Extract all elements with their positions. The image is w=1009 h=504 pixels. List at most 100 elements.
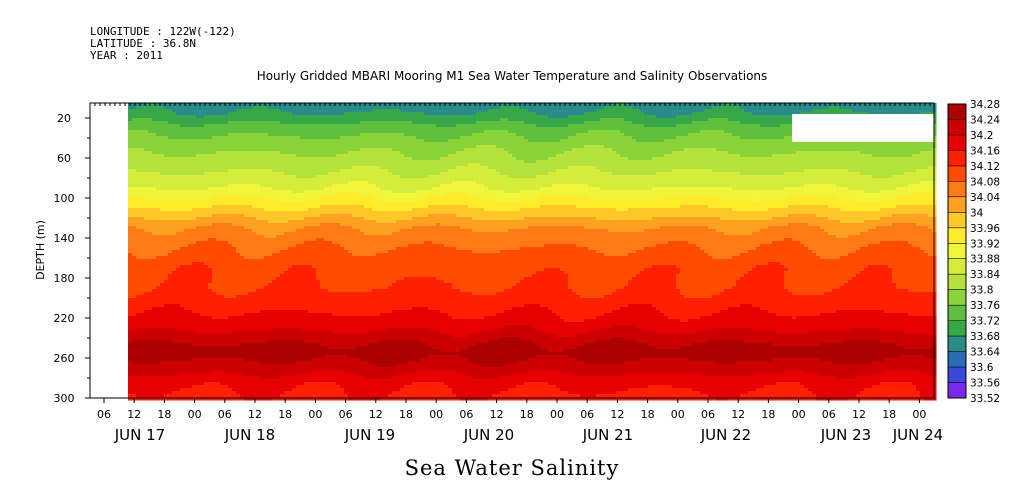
heatmap-cell (172, 154, 177, 158)
heatmap-cell (280, 361, 285, 365)
heatmap-cell (148, 136, 153, 140)
heatmap-cell (164, 262, 169, 266)
heatmap-cell (176, 367, 181, 371)
heatmap-cell (312, 325, 317, 329)
heatmap-cell (324, 133, 329, 137)
heatmap-cell (220, 154, 225, 158)
heatmap-cell (204, 259, 209, 263)
heatmap-cell (208, 247, 213, 251)
heatmap-cell (172, 235, 177, 239)
heatmap-cell (192, 325, 197, 329)
heatmap-cell (144, 157, 149, 161)
heatmap-cell (136, 307, 141, 311)
heatmap-cell (180, 172, 185, 176)
heatmap-cell (212, 184, 217, 188)
heatmap-cell (192, 166, 197, 170)
heatmap-cell (288, 232, 293, 236)
heatmap-cell (236, 259, 241, 263)
heatmap-cell (132, 352, 137, 356)
heatmap-cell (296, 292, 301, 296)
heatmap-cell (172, 352, 177, 356)
heatmap-cell (268, 352, 273, 356)
heatmap-cell (196, 217, 201, 221)
heatmap-cell (304, 154, 309, 158)
heatmap-cell (212, 349, 217, 353)
heatmap-cell (172, 253, 177, 257)
heatmap-cell (324, 277, 329, 281)
heatmap-cell (140, 178, 145, 182)
heatmap-cell (208, 391, 213, 395)
heatmap-cell (180, 127, 185, 131)
heatmap-cell (168, 364, 173, 368)
heatmap-cell (304, 226, 309, 230)
heatmap-cell (180, 310, 185, 314)
heatmap-cell (184, 166, 189, 170)
heatmap-cell (276, 295, 281, 299)
heatmap-cell (132, 346, 137, 350)
heatmap-cell (252, 373, 257, 377)
heatmap-cell (284, 106, 289, 110)
heatmap-cell (280, 373, 285, 377)
heatmap-cell (228, 256, 233, 260)
heatmap-cell (208, 151, 213, 155)
heatmap-cell (280, 295, 285, 299)
heatmap-cell (200, 199, 205, 203)
heatmap-cell (216, 217, 221, 221)
heatmap-cell (156, 295, 161, 299)
heatmap-cell (292, 151, 297, 155)
heatmap-cell (224, 118, 229, 122)
heatmap-cell (152, 187, 157, 191)
heatmap-cell (188, 358, 193, 362)
heatmap-cell (196, 301, 201, 305)
heatmap-cell (212, 343, 217, 347)
heatmap-cell (136, 121, 141, 125)
heatmap-cell (196, 139, 201, 143)
heatmap-cell (168, 223, 173, 227)
heatmap-cell (160, 349, 165, 353)
heatmap-cell (200, 382, 205, 386)
heatmap-cell (188, 223, 193, 227)
heatmap-cell (264, 109, 269, 113)
heatmap-cell (220, 325, 225, 329)
heatmap-cell (232, 277, 237, 281)
heatmap-cell (164, 163, 169, 167)
heatmap-cell (160, 298, 165, 302)
heatmap-cell (320, 154, 325, 158)
heatmap-cell (180, 358, 185, 362)
heatmap-cell (312, 169, 317, 173)
heatmap-cell (300, 319, 305, 323)
heatmap-cell (316, 220, 321, 224)
heatmap-cell (300, 160, 305, 164)
heatmap-cell (172, 130, 177, 134)
heatmap-cell (208, 322, 213, 326)
heatmap-cell (148, 283, 153, 287)
heatmap-cell (128, 385, 133, 389)
heatmap-cell (228, 166, 233, 170)
heatmap-cell (260, 280, 265, 284)
heatmap-cell (128, 391, 133, 395)
heatmap-cell (168, 271, 173, 275)
heatmap-cell (292, 247, 297, 251)
heatmap-cell (224, 133, 229, 137)
heatmap-cell (148, 112, 153, 116)
heatmap-cell (328, 205, 333, 209)
heatmap-cell (312, 277, 317, 281)
heatmap-cell (144, 259, 149, 263)
heatmap-cell (164, 190, 169, 194)
heatmap-cell (196, 265, 201, 269)
heatmap-cell (280, 391, 285, 395)
heatmap-cell (272, 382, 277, 386)
heatmap-cell (208, 316, 213, 320)
heatmap-cell (156, 112, 161, 116)
heatmap-cell (212, 271, 217, 275)
heatmap-cell (152, 328, 157, 332)
heatmap-cell (196, 193, 201, 197)
heatmap-cell (316, 352, 321, 356)
heatmap-cell (184, 268, 189, 272)
heatmap-cell (132, 355, 137, 359)
heatmap-cell (288, 220, 293, 224)
heatmap-cell (128, 178, 133, 182)
heatmap-cell (264, 376, 269, 380)
heatmap-cell (168, 310, 173, 314)
heatmap-cell (212, 277, 217, 281)
